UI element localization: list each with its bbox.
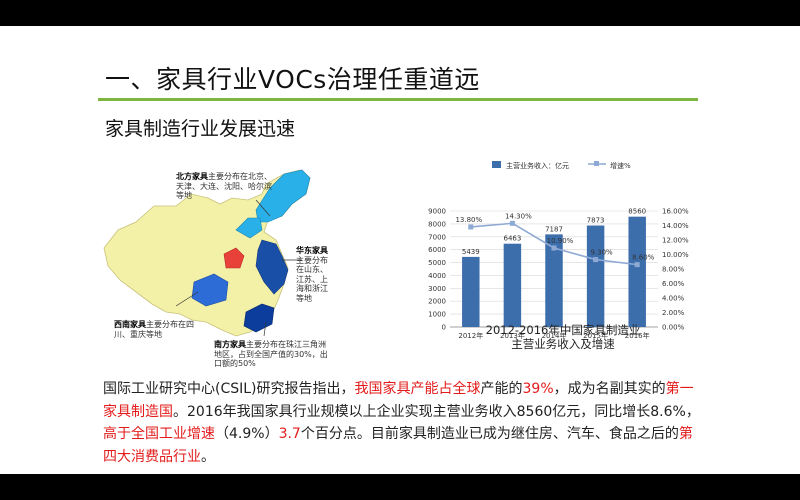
leader-line-south bbox=[263, 321, 267, 337]
y-left-tick-label: 6000 bbox=[428, 246, 446, 254]
bar bbox=[462, 256, 480, 327]
bar bbox=[628, 216, 646, 327]
y-right-tick-label: 4.00% bbox=[662, 295, 685, 303]
bar-data-label: 7187 bbox=[545, 225, 563, 233]
y-right-tick-label: 0.00% bbox=[662, 324, 685, 332]
y-right-tick-label: 6.00% bbox=[662, 280, 685, 288]
y-left-tick-label: 3000 bbox=[428, 285, 446, 293]
slide-subtitle: 家具制造行业发展迅速 bbox=[105, 118, 296, 140]
y-right-tick-label: 12.00% bbox=[662, 237, 689, 245]
chart-caption: 2012-2016年中国家具制造业 主营业务收入及增速 bbox=[458, 323, 668, 351]
body-highlight-1: 我国家具产能占全球 bbox=[354, 381, 481, 397]
chart-caption-line1: 2012-2016年中国家具制造业 bbox=[485, 323, 641, 337]
bar bbox=[586, 225, 605, 327]
north-region-2 bbox=[235, 217, 263, 239]
legend-label-revenue: 主营业务收入：亿元 bbox=[506, 161, 569, 170]
title-divider bbox=[98, 98, 698, 101]
body-text-3: ，成为名副其实的 bbox=[553, 381, 666, 397]
growth-data-label: 9.30% bbox=[590, 249, 613, 257]
leader-line-southwest bbox=[175, 291, 199, 307]
south-label: 南方家具主要分布在珠江三角洲地区，占到全国产值的30%，出口额的50% bbox=[214, 340, 330, 369]
y-left-tick-label: 8000 bbox=[428, 220, 446, 228]
southwest-label-desc: 主要分布在四川、重庆等地 bbox=[114, 320, 194, 339]
bar bbox=[503, 243, 522, 327]
body-text-4: 。2016年我国家具行业规模以上企业实现主营业务收入8560亿元，同比增长8.6… bbox=[173, 403, 700, 420]
body-highlight-2: 39% bbox=[522, 381, 554, 397]
growth-data-label: 8.60% bbox=[632, 254, 655, 262]
slide-title: 一、家具行业VOCs治理任重道远 bbox=[105, 65, 480, 94]
north-label-desc: 主要分布在北京、天津、大连、沈阳、哈尔滨等地 bbox=[176, 172, 272, 200]
revenue-chart: 主营业务收入：亿元 增速% 0 1000 2000 3000 4000 5000 6000 700… bbox=[414, 159, 704, 359]
body-text-2: 产能的 bbox=[480, 381, 523, 397]
body-text-5: （4.9%） bbox=[215, 426, 279, 442]
bar-data-label: 6463 bbox=[503, 235, 521, 243]
y-right-tick-label: 2.00% bbox=[662, 309, 685, 317]
china-furniture-map: 北方家具主要分布在北京、天津、大连、沈阳、哈尔滨等地 华东家具主要分布在山东、江… bbox=[96, 144, 328, 372]
y-right-tick-label: 14.00% bbox=[662, 222, 689, 230]
y-left-tick-label: 5000 bbox=[428, 259, 446, 267]
south-label-name: 南方家具 bbox=[214, 340, 246, 349]
south-label-desc: 主要分布在珠江三角洲地区，占到全国产值的30%，出口额的50% bbox=[214, 340, 328, 368]
y-left-tick-label: 9000 bbox=[428, 208, 446, 216]
body-highlight-6: 第四大消费品行业 bbox=[103, 426, 693, 465]
growth-data-label: 10.90% bbox=[547, 237, 574, 245]
y-left-tick-label: 2000 bbox=[428, 298, 446, 306]
y-left-tick-label: 1000 bbox=[428, 311, 446, 319]
growth-point bbox=[468, 224, 474, 230]
legend-marker-growth bbox=[594, 161, 599, 166]
y-left-tick-label: 4000 bbox=[428, 272, 446, 280]
y-right-tick-label: 10.00% bbox=[662, 251, 689, 259]
x-tick-label: 2013年 bbox=[500, 331, 525, 340]
x-tick-label: 2014年 bbox=[542, 331, 567, 340]
slide: 一、家具行业VOCs治理任重道远 家具制造行业发展迅速 北方家具主要分布在北京、… bbox=[0, 26, 800, 474]
legend-label-growth: 增速% bbox=[610, 161, 631, 170]
y-left-tick-label: 7000 bbox=[428, 233, 446, 241]
body-highlight-4: 高于全国工业增速 bbox=[103, 426, 215, 442]
y-left-tick-label: 0 bbox=[442, 324, 446, 332]
body-highlight-5: 3.7 bbox=[278, 426, 301, 442]
body-paragraph: 国际工业研究中心(CSIL)研究报告指出，我国家具产能占全球产能的39%，成为名… bbox=[103, 378, 705, 468]
chart-caption-line2: 主营业务收入及增速 bbox=[511, 337, 615, 351]
y-right-tick-label: 16.00% bbox=[662, 208, 689, 216]
north-label-name: 北方家具 bbox=[176, 172, 208, 181]
north-region bbox=[255, 169, 311, 223]
body-text-1: 国际工业研究中心(CSIL)研究报告指出， bbox=[103, 381, 355, 397]
east-label-desc: 主要分布在山东、江苏、上海和浙江等地 bbox=[296, 255, 328, 303]
bar-data-label: 5439 bbox=[462, 248, 480, 256]
southwest-label-name: 西南家具 bbox=[114, 320, 146, 329]
bar-data-label: 7873 bbox=[587, 217, 605, 225]
southwest-region bbox=[191, 273, 229, 307]
center-region bbox=[223, 247, 245, 269]
growth-data-label: 14.30% bbox=[505, 212, 532, 220]
growth-data-label: 13.80% bbox=[455, 216, 482, 224]
leader-line-north bbox=[255, 199, 271, 217]
bar bbox=[545, 234, 563, 327]
body-text-7: 。 bbox=[201, 448, 215, 465]
north-label: 北方家具主要分布在北京、天津、大连、沈阳、哈尔滨等地 bbox=[176, 172, 276, 201]
growth-point bbox=[509, 220, 515, 226]
growth-point bbox=[593, 257, 599, 263]
body-highlight-3: 第一家具制造国 bbox=[103, 381, 694, 420]
legend-swatch-revenue bbox=[492, 161, 501, 168]
southwest-label: 西南家具主要分布在四川、重庆等地 bbox=[114, 320, 208, 339]
x-tick-label: 2016年 bbox=[625, 331, 650, 340]
east-label: 华东家具主要分布在山东、江苏、上海和浙江等地 bbox=[296, 246, 330, 303]
y-right-tick-label: 8.00% bbox=[662, 266, 685, 274]
x-tick-label: 2015年 bbox=[583, 331, 608, 340]
revenue-chart-svg: 主营业务收入：亿元 增速% 0 1000 2000 3000 4000 5000 6000 700… bbox=[428, 161, 689, 340]
growth-point bbox=[551, 245, 557, 251]
china-map-graphic bbox=[103, 169, 311, 337]
x-tick-label: 2012年 bbox=[458, 331, 483, 340]
bar-data-label: 8560 bbox=[628, 208, 646, 216]
body-text-6: 个百分点。目前家具制造业已成为继住房、汽车、食品之后的 bbox=[300, 426, 679, 442]
growth-point bbox=[634, 262, 640, 268]
east-region bbox=[255, 239, 289, 295]
south-region bbox=[243, 303, 275, 333]
east-label-name: 华东家具 bbox=[296, 246, 328, 255]
